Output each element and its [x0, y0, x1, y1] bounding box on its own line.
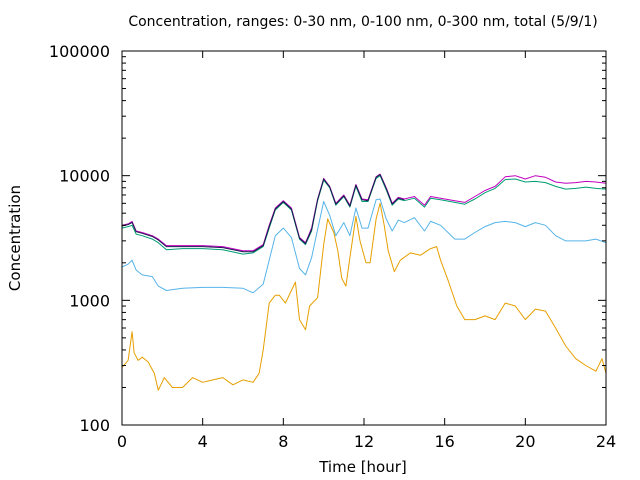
series-layer: [121, 173, 607, 391]
series-line-2: [121, 175, 607, 255]
axes-layer: 0 4 8 12 16 20 24 100 1000 10000 100000: [49, 42, 616, 451]
x-tick-label: 8: [278, 432, 288, 451]
x-tick-label: 24: [596, 432, 616, 451]
y-tick-label: 1000: [69, 291, 110, 310]
chart-title: Concentration, ranges: 0-30 nm, 0-100 nm…: [128, 14, 597, 30]
x-tick-label: 12: [354, 432, 374, 451]
x-axis-label: Time [hour]: [318, 458, 407, 476]
series-line-3: [121, 198, 607, 294]
x-tick-label: 20: [515, 432, 535, 451]
y-axis-label: Concentration: [6, 185, 24, 291]
series-line-5: [121, 174, 405, 253]
y-tick-label: 100000: [49, 42, 110, 61]
series-line-4: [121, 202, 607, 391]
x-tick-label: 16: [434, 432, 454, 451]
y-tick-label: 10000: [59, 167, 110, 186]
x-tick-label: 4: [198, 432, 208, 451]
plot-frame: [121, 50, 607, 426]
x-tick-label: 0: [117, 432, 127, 451]
y-tick-label: 100: [79, 416, 110, 435]
